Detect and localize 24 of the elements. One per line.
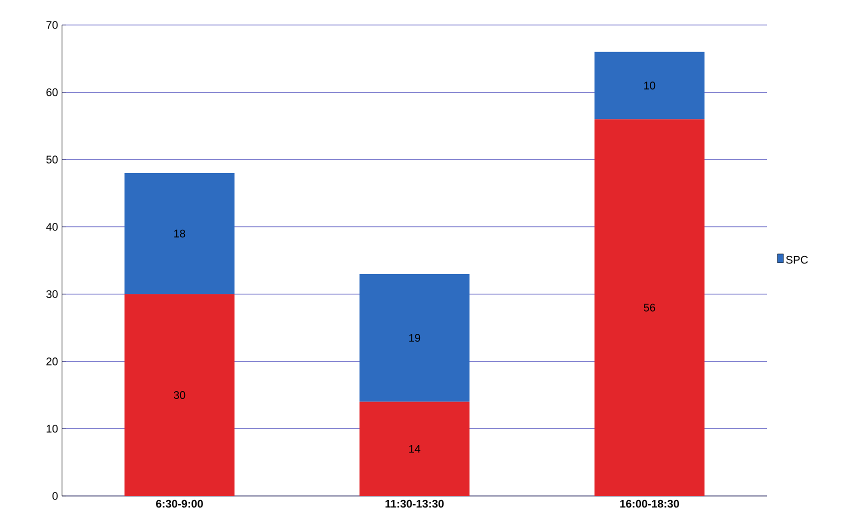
y-tick-label: 40 <box>46 222 58 231</box>
data-label: 56 <box>644 304 656 312</box>
y-tick-label: 20 <box>46 358 58 366</box>
bar <box>594 119 704 496</box>
data-label: 14 <box>409 445 420 453</box>
y-tick-label: 10 <box>46 424 58 433</box>
bar <box>360 402 470 496</box>
data-label: 18 <box>174 230 186 238</box>
y-tick-label: 60 <box>46 88 58 96</box>
y-tick-label: 0 <box>52 492 58 500</box>
data-label: 10 <box>644 82 656 90</box>
y-tick-label: 30 <box>46 290 58 298</box>
x-tick-label: 11:30-13:30 <box>386 500 444 508</box>
x-tick-label: 16:00-18:30 <box>620 500 679 508</box>
bar <box>124 173 235 294</box>
x-tick-label: 6:30-9:00 <box>156 500 203 508</box>
bar <box>594 52 704 120</box>
y-tick-label: 70 <box>46 21 58 29</box>
y-tick-label: 50 <box>46 156 58 164</box>
data-label: 19 <box>409 334 420 342</box>
bar <box>124 294 235 496</box>
bar <box>360 274 470 402</box>
data-label: 30 <box>174 391 186 399</box>
legend-label: SPC <box>786 256 808 264</box>
